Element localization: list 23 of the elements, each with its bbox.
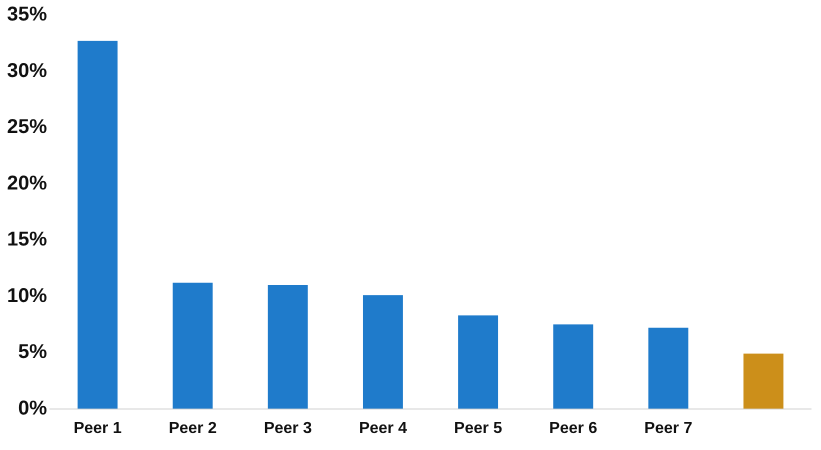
bar: [362, 295, 403, 409]
x-tick-label: Peer 6: [549, 420, 598, 437]
x-tick-label: Peer 1: [74, 420, 122, 437]
bar: [172, 282, 213, 409]
bar: [553, 324, 594, 409]
y-tick-label: 35%: [7, 4, 48, 26]
x-tick-label: Peer 3: [264, 420, 312, 437]
y-tick-label: 0%: [18, 397, 48, 420]
x-tick-label: Peer 7: [644, 420, 692, 437]
x-tick-label: Peer 5: [454, 420, 502, 437]
bar: [268, 285, 308, 409]
x-tick-label: Peer 2: [168, 420, 217, 437]
bar: [743, 354, 784, 409]
y-tick-label: 10%: [7, 284, 48, 307]
y-tick-label: 20%: [7, 172, 48, 194]
bar: [458, 315, 498, 409]
y-tick-label: 5%: [18, 341, 48, 364]
y-tick-label: 30%: [7, 60, 48, 82]
bar: [648, 328, 688, 409]
y-tick-label: 15%: [7, 228, 48, 251]
bar: [78, 40, 118, 409]
y-tick-label: 25%: [7, 116, 48, 138]
x-tick-label: Peer 4: [358, 420, 408, 437]
